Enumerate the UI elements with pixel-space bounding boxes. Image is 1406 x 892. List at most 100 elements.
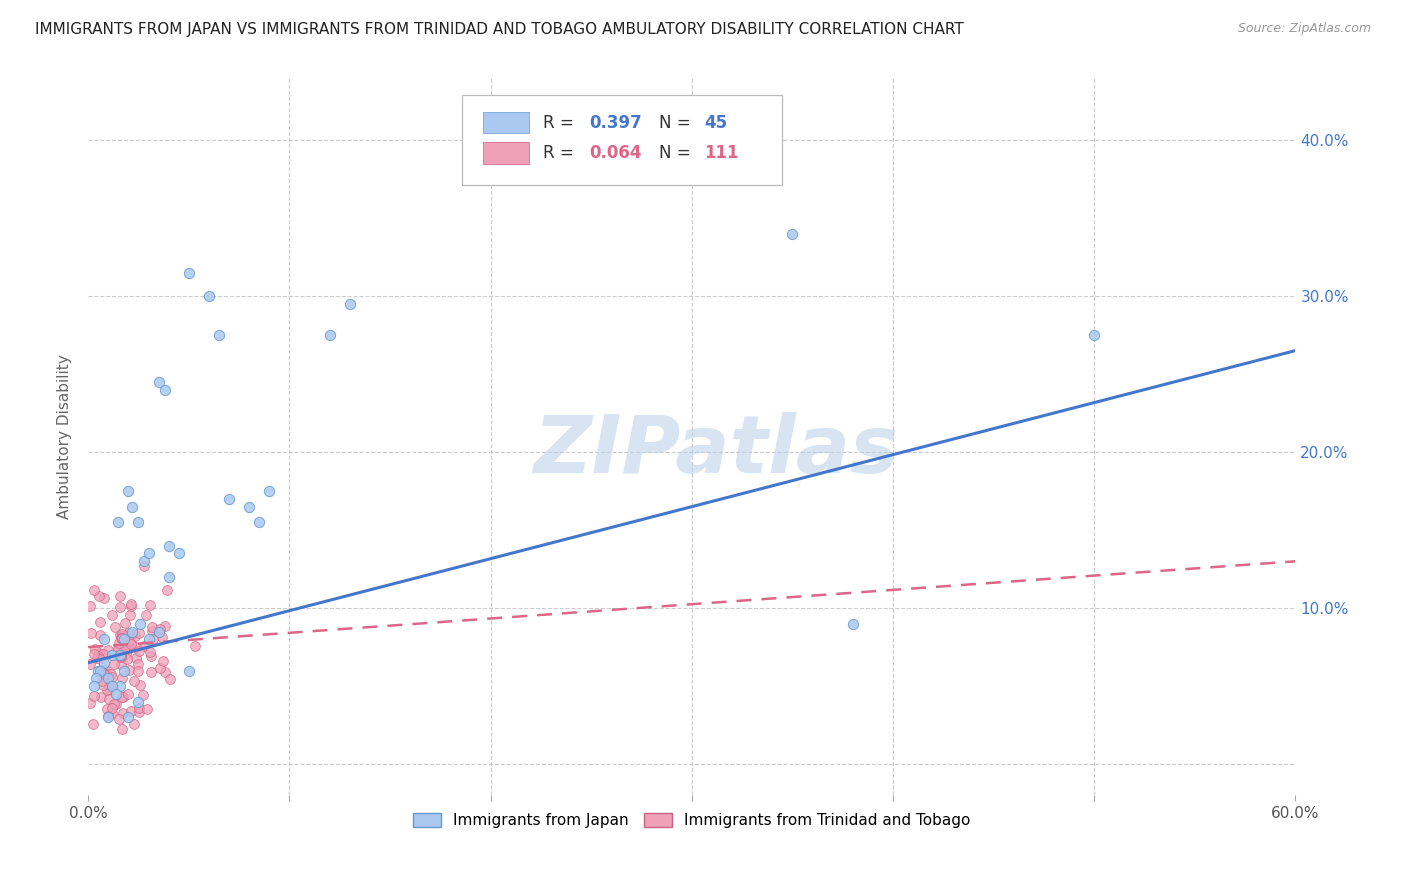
Point: [100, 706, 122, 720]
Point: [177, 664, 200, 678]
Point: [128, 701, 150, 715]
Point: [153, 383, 176, 397]
Point: [118, 663, 141, 677]
Point: [782, 227, 804, 241]
Point: [91, 647, 114, 661]
Point: [87, 648, 110, 663]
Point: [108, 641, 131, 656]
Point: [114, 616, 136, 631]
Point: [103, 698, 125, 712]
Point: [94, 665, 117, 680]
Point: [83, 679, 105, 693]
Point: [112, 632, 135, 647]
Point: [112, 664, 135, 678]
Point: [83, 647, 105, 661]
Point: [318, 328, 340, 343]
Point: [111, 631, 134, 645]
Point: [93, 632, 115, 647]
Point: [132, 639, 155, 653]
Point: [91, 673, 114, 688]
Point: [127, 695, 149, 709]
Point: [125, 640, 148, 655]
Point: [103, 657, 125, 671]
Point: [79, 657, 101, 671]
Point: [157, 539, 180, 553]
Point: [110, 628, 132, 642]
Point: [90, 690, 112, 704]
Point: [142, 632, 165, 646]
Point: [120, 704, 142, 718]
Point: [139, 665, 162, 679]
Point: [155, 619, 177, 633]
FancyBboxPatch shape: [463, 95, 782, 186]
Point: [100, 670, 122, 684]
Point: [112, 690, 135, 704]
Point: [141, 624, 163, 639]
Text: N =: N =: [659, 113, 696, 132]
Point: [128, 705, 150, 719]
Point: [208, 328, 231, 343]
Point: [97, 692, 120, 706]
Point: [127, 657, 149, 671]
Point: [238, 500, 260, 514]
Point: [139, 598, 162, 612]
Point: [118, 607, 141, 622]
Point: [111, 629, 134, 643]
Point: [198, 289, 221, 303]
Point: [93, 591, 115, 606]
Point: [107, 515, 129, 529]
Point: [134, 559, 156, 574]
Point: [117, 687, 139, 701]
Text: 0.397: 0.397: [589, 113, 643, 132]
Point: [104, 620, 127, 634]
Point: [80, 626, 103, 640]
Y-axis label: Ambulatory Disability: Ambulatory Disability: [58, 354, 72, 519]
Point: [108, 636, 131, 650]
Point: [136, 702, 159, 716]
Point: [105, 687, 128, 701]
Point: [167, 546, 190, 560]
Point: [97, 708, 120, 723]
Text: 0.064: 0.064: [589, 144, 641, 161]
Point: [150, 631, 173, 645]
Point: [129, 678, 152, 692]
Point: [94, 663, 117, 677]
Point: [97, 671, 120, 685]
Point: [153, 665, 176, 679]
Point: [110, 644, 132, 658]
Point: [79, 696, 101, 710]
Point: [110, 649, 132, 664]
Point: [121, 500, 143, 514]
Point: [141, 620, 163, 634]
Legend: Immigrants from Japan, Immigrants from Trinidad and Tobago: Immigrants from Japan, Immigrants from T…: [408, 806, 976, 834]
Point: [122, 716, 145, 731]
Point: [138, 632, 160, 647]
Point: [132, 688, 155, 702]
Point: [97, 676, 120, 690]
Point: [108, 599, 131, 614]
Point: [107, 641, 129, 656]
Point: [96, 682, 118, 697]
Point: [104, 697, 127, 711]
Point: [134, 554, 156, 568]
Point: [84, 671, 107, 685]
Point: [111, 723, 134, 737]
Text: ZIPatlas: ZIPatlas: [533, 412, 898, 490]
Point: [117, 625, 139, 640]
Point: [110, 589, 132, 603]
Point: [177, 266, 200, 280]
Point: [93, 666, 115, 681]
Point: [111, 706, 134, 720]
Point: [122, 673, 145, 688]
Point: [97, 710, 120, 724]
Point: [149, 660, 172, 674]
Text: Source: ZipAtlas.com: Source: ZipAtlas.com: [1237, 22, 1371, 36]
Point: [89, 589, 111, 603]
Point: [110, 679, 132, 693]
Point: [110, 632, 132, 646]
Point: [111, 627, 134, 641]
Point: [96, 643, 118, 657]
Point: [108, 712, 131, 726]
Point: [247, 515, 270, 529]
Point: [121, 624, 143, 639]
